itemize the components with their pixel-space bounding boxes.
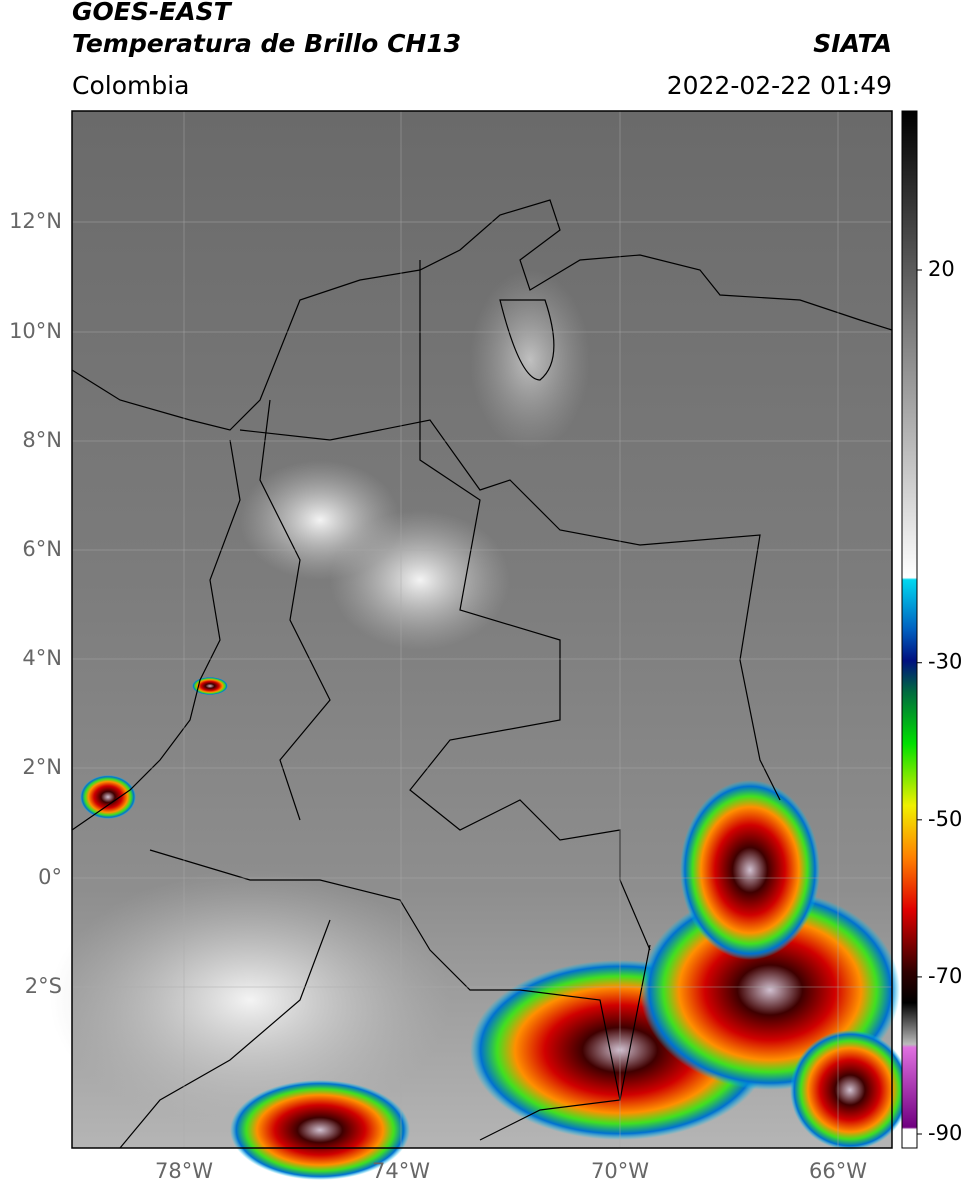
colorbar-label: -90 [928, 1121, 962, 1145]
colorbar-label: 20 [928, 257, 955, 281]
lon-label: 78°W [155, 1159, 213, 1183]
source: GOES-EAST [72, 0, 233, 26]
colorbar-label: -70 [928, 964, 962, 988]
colorbar-label: -50 [928, 807, 962, 831]
lat-label: 2°N [22, 755, 62, 779]
lon-label: 70°W [591, 1159, 649, 1183]
map [50, 110, 910, 1180]
lat-label: 2°S [25, 974, 62, 998]
lat-label: 4°N [22, 646, 62, 670]
agency: SIATA [813, 29, 892, 58]
lat-label: 12°N [9, 209, 62, 233]
colorbar-label: -30 [928, 650, 962, 674]
lat-label: 8°N [22, 428, 62, 452]
lon-label: 74°W [372, 1159, 430, 1183]
region: Colombia [72, 71, 189, 100]
lat-label: 0° [38, 865, 62, 889]
datetime: 2022-02-22 01:49 [667, 71, 892, 100]
lon-label: 66°W [809, 1159, 867, 1183]
lat-label: 6°N [22, 537, 62, 561]
colorbar [901, 110, 918, 1149]
lat-label: 10°N [9, 319, 62, 343]
product: Temperatura de Brillo CH13 [72, 29, 461, 58]
